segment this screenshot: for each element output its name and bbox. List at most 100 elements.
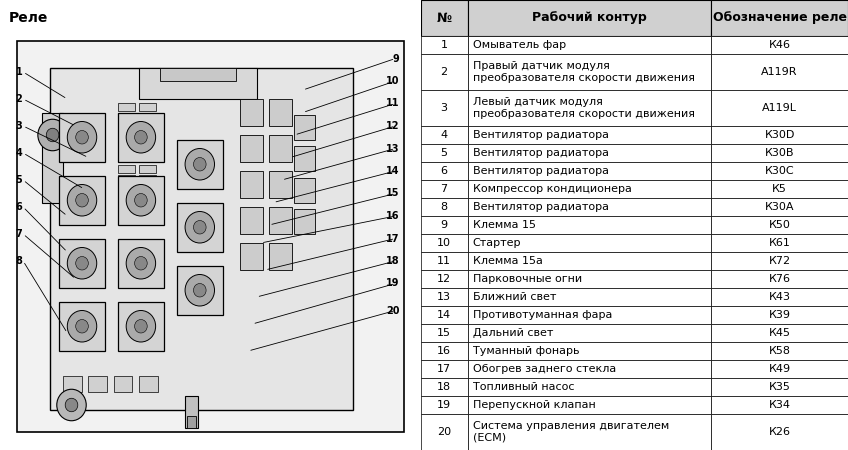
Text: 16: 16 — [386, 211, 399, 221]
Text: 18: 18 — [386, 256, 399, 266]
Bar — [118, 154, 135, 162]
Circle shape — [67, 122, 97, 153]
Circle shape — [47, 128, 59, 142]
Circle shape — [75, 194, 88, 207]
Text: Обозначение реле: Обозначение реле — [712, 12, 846, 24]
Text: 7: 7 — [15, 229, 22, 239]
Circle shape — [67, 184, 97, 216]
Bar — [711, 342, 848, 360]
Text: К76: К76 — [768, 274, 790, 284]
Bar — [139, 134, 156, 142]
Bar — [294, 146, 315, 171]
Text: Клемма 15а: Клемма 15а — [472, 256, 543, 266]
Text: К46: К46 — [768, 40, 790, 50]
Bar — [467, 0, 711, 36]
Bar — [118, 103, 135, 111]
Circle shape — [193, 158, 206, 171]
Text: К26: К26 — [768, 427, 790, 437]
Bar — [421, 216, 467, 234]
Bar — [467, 36, 711, 54]
Circle shape — [126, 184, 156, 216]
Bar — [187, 416, 196, 427]
Bar — [421, 414, 467, 450]
Text: 17: 17 — [386, 234, 399, 243]
Bar — [421, 90, 467, 126]
Bar — [711, 414, 848, 450]
Bar — [711, 144, 848, 162]
Bar — [467, 126, 711, 144]
Bar — [711, 234, 848, 252]
Bar — [711, 396, 848, 414]
Bar — [467, 198, 711, 216]
Bar — [467, 234, 711, 252]
Text: 3: 3 — [441, 103, 448, 113]
Bar — [139, 144, 156, 152]
Bar — [139, 165, 156, 173]
Text: 19: 19 — [437, 400, 451, 410]
Circle shape — [135, 130, 148, 144]
Bar — [118, 112, 164, 162]
Circle shape — [185, 274, 215, 306]
Text: 10: 10 — [386, 76, 399, 86]
Text: Вентилятор радиатора: Вентилятор радиатора — [472, 130, 609, 140]
Text: 7: 7 — [441, 184, 448, 194]
Circle shape — [135, 194, 148, 207]
Circle shape — [185, 148, 215, 180]
Bar — [421, 306, 467, 324]
Bar — [139, 68, 257, 99]
Text: 4: 4 — [441, 130, 448, 140]
Bar — [240, 171, 263, 198]
Bar — [711, 216, 848, 234]
Text: К30D: К30D — [764, 130, 795, 140]
Text: Левый датчик модуля
преобразователя скорости движения: Левый датчик модуля преобразователя скор… — [472, 97, 695, 119]
Circle shape — [126, 122, 156, 153]
Bar — [421, 180, 467, 198]
Bar — [467, 288, 711, 306]
Bar — [467, 180, 711, 198]
Circle shape — [67, 310, 97, 342]
Text: К35: К35 — [768, 382, 790, 392]
Text: 2: 2 — [15, 94, 22, 104]
Circle shape — [135, 256, 148, 270]
Text: 18: 18 — [437, 382, 451, 392]
Bar — [467, 252, 711, 270]
Text: Дальний свет: Дальний свет — [472, 328, 553, 338]
Bar — [467, 216, 711, 234]
Bar — [176, 140, 223, 189]
Bar — [467, 306, 711, 324]
Bar — [421, 162, 467, 180]
Bar — [118, 185, 135, 193]
Bar — [467, 414, 711, 450]
Bar — [294, 115, 315, 140]
Bar — [118, 113, 135, 121]
Bar — [118, 123, 135, 131]
Text: 20: 20 — [437, 427, 451, 437]
Bar — [421, 234, 467, 252]
Circle shape — [126, 248, 156, 279]
Text: 9: 9 — [441, 220, 448, 230]
Text: Ближний свет: Ближний свет — [472, 292, 556, 302]
Text: 16: 16 — [437, 346, 451, 356]
Bar — [88, 376, 107, 392]
Bar — [711, 0, 848, 36]
Bar — [51, 68, 354, 410]
Circle shape — [57, 389, 86, 421]
Text: 17: 17 — [437, 364, 451, 374]
Bar — [711, 306, 848, 324]
Bar — [421, 360, 467, 378]
Bar — [269, 207, 293, 234]
Text: К45: К45 — [768, 328, 790, 338]
Text: Противотуманная фара: Противотуманная фара — [472, 310, 612, 320]
Bar — [467, 360, 711, 378]
Circle shape — [135, 320, 148, 333]
Bar — [421, 378, 467, 396]
Bar — [711, 378, 848, 396]
Bar — [421, 126, 467, 144]
Text: 6: 6 — [15, 202, 22, 212]
Text: 19: 19 — [386, 279, 399, 288]
Circle shape — [193, 220, 206, 234]
Circle shape — [75, 130, 88, 144]
Text: А119R: А119R — [762, 67, 798, 77]
Bar — [711, 288, 848, 306]
Text: 9: 9 — [393, 54, 399, 63]
